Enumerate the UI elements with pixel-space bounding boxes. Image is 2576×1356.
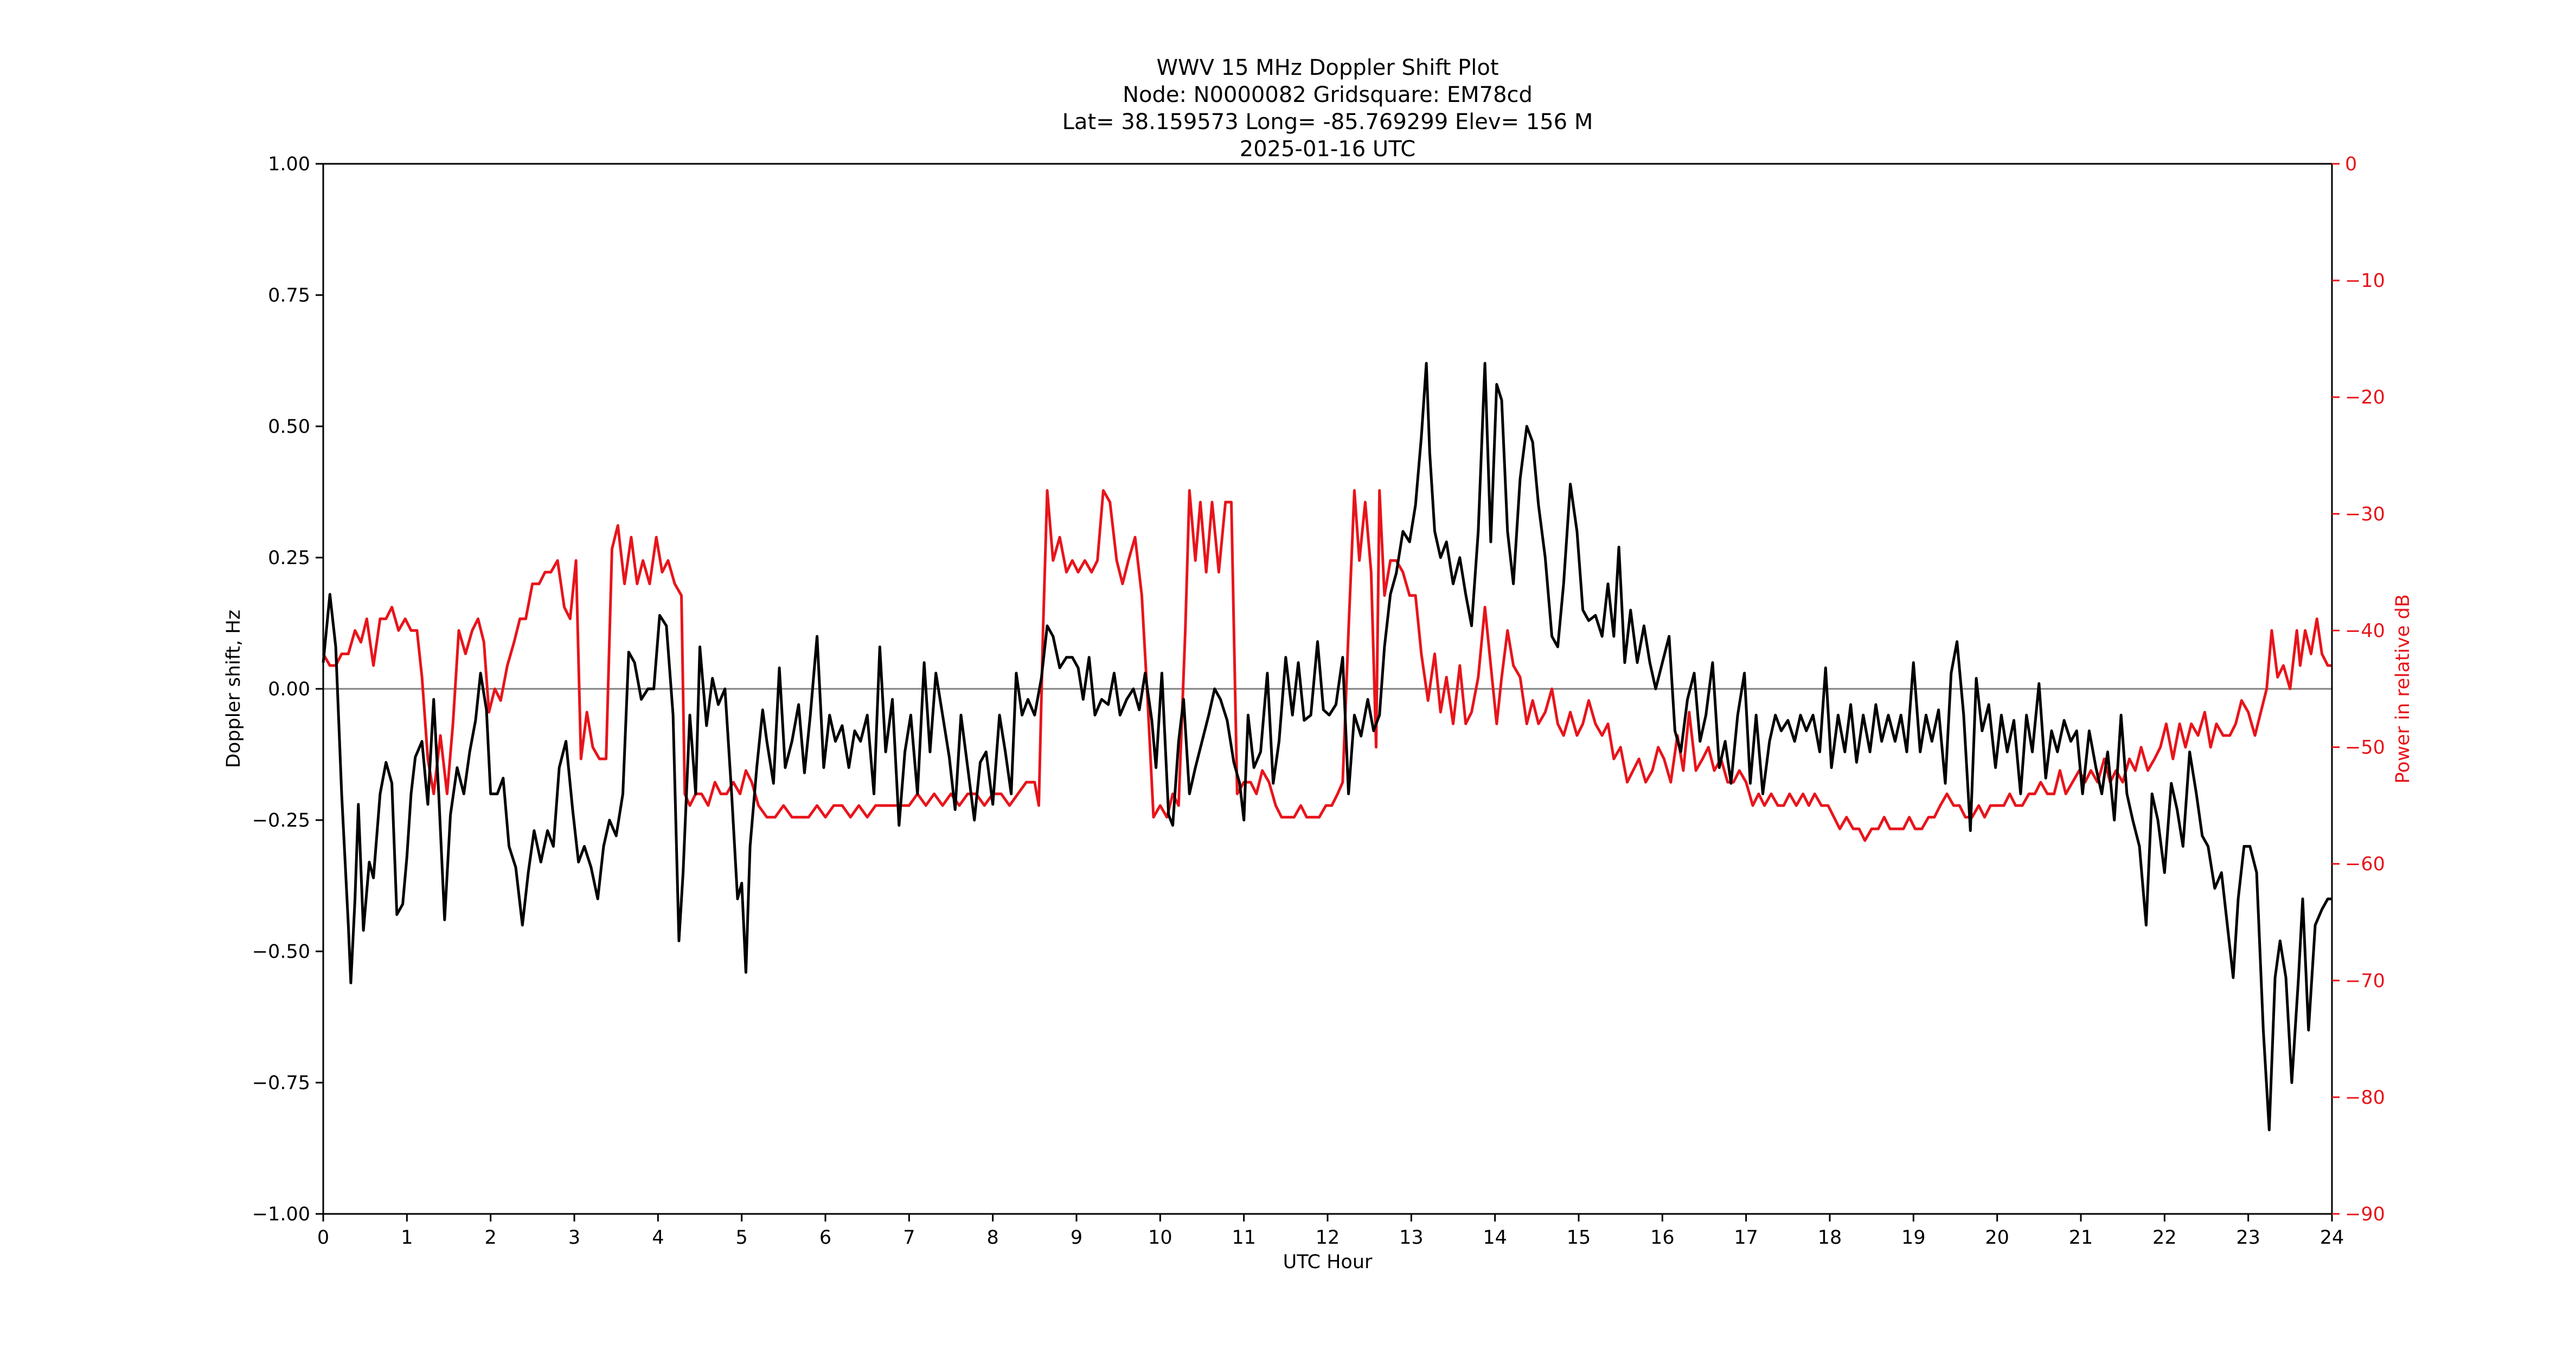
y-right-tick-label: −90 <box>2345 1204 2385 1225</box>
x-tick-label: 9 <box>1071 1227 1082 1249</box>
chart-title: WWV 15 MHz Doppler Shift Plot Node: N000… <box>1062 55 1593 162</box>
x-tick-label: 13 <box>1399 1227 1424 1249</box>
y-right-tick-label: −50 <box>2345 737 2385 759</box>
x-tick-label: 23 <box>2236 1227 2260 1249</box>
x-tick-label: 11 <box>1232 1227 1256 1249</box>
y-tick-label: 0.75 <box>268 285 310 306</box>
x-tick-label: 18 <box>1818 1227 1842 1249</box>
power-series <box>322 489 2332 842</box>
x-tick-label: 3 <box>568 1227 580 1249</box>
x-tick-label: 5 <box>736 1227 748 1249</box>
x-tick-label: 2 <box>485 1227 497 1249</box>
x-tick-label: 21 <box>2069 1227 2093 1249</box>
doppler-line <box>322 362 2332 1131</box>
y-right-tick-label: −70 <box>2345 970 2385 992</box>
x-tick-label: 22 <box>2152 1227 2177 1249</box>
y-right-tick-label: −20 <box>2345 387 2385 408</box>
y-tick-label: −0.50 <box>252 941 310 963</box>
y-tick-label: −0.75 <box>252 1072 310 1094</box>
x-tick-label: 14 <box>1483 1227 1507 1249</box>
x-axis-label: UTC Hour <box>1283 1251 1373 1273</box>
doppler-series <box>322 362 2332 1131</box>
x-tick-label: 10 <box>1148 1227 1172 1249</box>
x-tick-label: 4 <box>652 1227 664 1249</box>
y-right-tick-label: −60 <box>2345 854 2385 875</box>
y-tick-label: −0.25 <box>252 810 310 831</box>
x-tick-label: 8 <box>987 1227 999 1249</box>
x-tick-label: 6 <box>819 1227 831 1249</box>
x-tick-label: 12 <box>1316 1227 1340 1249</box>
y-tick-label: 0.25 <box>268 547 310 569</box>
x-tick-label: 15 <box>1567 1227 1591 1249</box>
y-right-tick-label: −30 <box>2345 503 2385 525</box>
x-tick-label: 7 <box>903 1227 915 1249</box>
x-tick-label: 1 <box>401 1227 413 1249</box>
x-tick-label: 24 <box>2320 1227 2344 1249</box>
y-axis-right-label: Power in relative dB <box>2392 594 2414 783</box>
x-tick-label: 19 <box>1901 1227 1926 1249</box>
x-axis: 0 1 2 3 4 5 6 7 8 9 10 11 12 13 14 15 16 17 18 19 20 21 22 23 24 <box>317 1214 2344 1249</box>
y-right-tick-label: −10 <box>2345 270 2385 292</box>
x-tick-label: 20 <box>1985 1227 2009 1249</box>
y-axis-label: Doppler shift, Hz <box>223 610 245 768</box>
x-tick-label: 17 <box>1734 1227 1758 1249</box>
y-right-tick-label: −40 <box>2345 620 2385 642</box>
y-tick-label: 0.50 <box>268 416 310 438</box>
y-tick-label: −1.00 <box>252 1204 310 1225</box>
x-tick-label: 0 <box>317 1227 329 1249</box>
title-line-1: WWV 15 MHz Doppler Shift Plot <box>1156 55 1498 80</box>
power-line <box>322 489 2332 842</box>
x-tick-label: 16 <box>1650 1227 1675 1249</box>
y-axis-right: −90 −80 −70 −60 −50 −40 −30 −20 −10 0 <box>2332 153 2385 1225</box>
y-right-tick-label: 0 <box>2345 153 2357 175</box>
title-line-4: 2025-01-16 UTC <box>1240 137 1415 162</box>
title-line-3: Lat= 38.159573 Long= -85.769299 Elev= 15… <box>1062 110 1593 135</box>
y-axis-left: −1.00 −0.75 −0.50 −0.25 0.00 0.25 0.50 0.75 1.00 <box>252 153 323 1225</box>
title-line-2: Node: N0000082 Gridsquare: EM78cd <box>1123 82 1533 107</box>
y-tick-label: 0.00 <box>268 679 310 700</box>
y-tick-label: 1.00 <box>268 153 310 175</box>
y-right-tick-label: −80 <box>2345 1087 2385 1109</box>
